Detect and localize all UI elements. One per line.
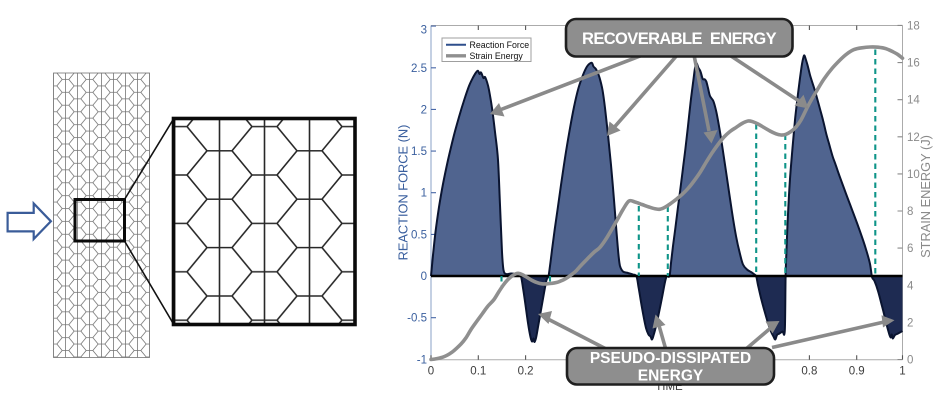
svg-text:0: 0 [428, 366, 434, 378]
svg-text:REACTION FORCE (N): REACTION FORCE (N) [396, 125, 411, 261]
svg-text:8: 8 [907, 206, 913, 218]
svg-text:10: 10 [907, 169, 920, 181]
svg-text:16: 16 [907, 58, 920, 70]
svg-text:12: 12 [907, 132, 920, 144]
svg-text:0: 0 [421, 271, 427, 283]
svg-text:PSEUDO-DISSIPATED: PSEUDO-DISSIPATED [590, 350, 751, 367]
svg-text:4: 4 [907, 280, 914, 292]
svg-text:Strain Energy: Strain Energy [470, 51, 524, 61]
svg-text:0: 0 [907, 355, 913, 367]
svg-text:-1: -1 [417, 354, 427, 366]
svg-text:-0.5: -0.5 [407, 313, 427, 325]
svg-text:0.1: 0.1 [470, 366, 486, 378]
svg-text:18: 18 [907, 20, 920, 32]
svg-text:ENERGY: ENERGY [638, 368, 704, 385]
svg-text:2: 2 [907, 317, 913, 329]
svg-text:0.5: 0.5 [411, 229, 427, 241]
svg-text:2.5: 2.5 [411, 63, 427, 75]
svg-text:RECOVERABLE ENERGY: RECOVERABLE ENERGY [582, 30, 777, 48]
svg-text:6: 6 [907, 243, 913, 255]
svg-text:1.5: 1.5 [411, 146, 427, 158]
svg-text:0.2: 0.2 [518, 366, 534, 378]
svg-text:1: 1 [421, 188, 427, 200]
svg-text:1: 1 [899, 366, 905, 378]
svg-text:0.9: 0.9 [849, 366, 865, 378]
svg-text:14: 14 [907, 95, 920, 107]
svg-text:3: 3 [421, 25, 427, 37]
svg-text:Reaction Force: Reaction Force [470, 40, 530, 50]
svg-text:STRAIN ENERGY (J): STRAIN ENERGY (J) [918, 135, 933, 258]
svg-text:0.8: 0.8 [801, 366, 817, 378]
svg-text:2: 2 [421, 104, 427, 116]
